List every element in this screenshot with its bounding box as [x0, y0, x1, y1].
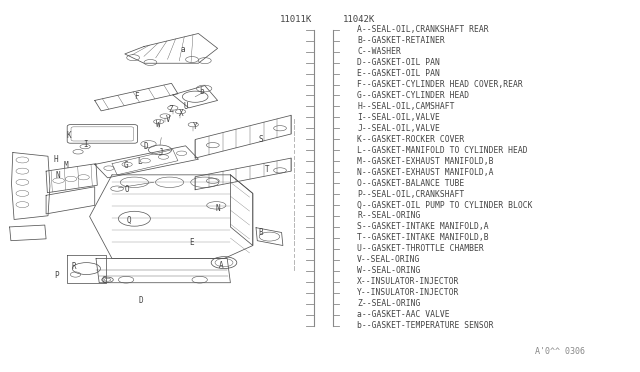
- Text: J--SEAL-OIL,VALVE: J--SEAL-OIL,VALVE: [357, 124, 440, 133]
- Text: R--SEAL-ORING: R--SEAL-ORING: [357, 211, 420, 221]
- Text: L--GASKET-MANIFOLD TO CYLINDER HEAD: L--GASKET-MANIFOLD TO CYLINDER HEAD: [357, 146, 528, 155]
- Text: O--GASKET-BALANCE TUBE: O--GASKET-BALANCE TUBE: [357, 179, 465, 187]
- Text: H: H: [53, 155, 58, 164]
- Text: G: G: [123, 161, 128, 170]
- Text: W--SEAL-ORING: W--SEAL-ORING: [357, 266, 420, 275]
- Text: H--SEAL-OIL,CAMSHAFT: H--SEAL-OIL,CAMSHAFT: [357, 102, 454, 111]
- Text: a: a: [180, 45, 185, 54]
- Text: C--WASHER: C--WASHER: [357, 47, 401, 56]
- Text: 11011K: 11011K: [280, 15, 312, 24]
- Text: E--GASKET-OIL PAN: E--GASKET-OIL PAN: [357, 69, 440, 78]
- Text: D--GASKET-OIL PAN: D--GASKET-OIL PAN: [357, 58, 440, 67]
- Text: Y: Y: [193, 122, 198, 131]
- Text: 11042K: 11042K: [342, 15, 374, 24]
- Text: A--SEAL-OIL,CRANKSHAFT REAR: A--SEAL-OIL,CRANKSHAFT REAR: [357, 25, 489, 34]
- Text: M--GASKET-EXHAUST MANIFOLD,B: M--GASKET-EXHAUST MANIFOLD,B: [357, 157, 493, 166]
- Text: G--GASKET-CYLINDER HEAD: G--GASKET-CYLINDER HEAD: [357, 91, 469, 100]
- Text: V: V: [165, 115, 170, 124]
- Text: B: B: [259, 228, 264, 237]
- Text: A: A: [218, 262, 223, 270]
- Text: K--GASKET-ROCKER COVER: K--GASKET-ROCKER COVER: [357, 135, 465, 144]
- Text: O: O: [124, 185, 129, 194]
- Text: V--SEAL-ORING: V--SEAL-ORING: [357, 255, 420, 264]
- Text: S: S: [259, 135, 264, 144]
- Text: D: D: [138, 296, 143, 305]
- Text: I--SEAL-OIL,VALVE: I--SEAL-OIL,VALVE: [357, 113, 440, 122]
- Text: U--GASKET-THROTTLE CHAMBER: U--GASKET-THROTTLE CHAMBER: [357, 244, 484, 253]
- Text: C: C: [101, 276, 106, 285]
- Text: I: I: [83, 140, 88, 149]
- Text: P: P: [54, 271, 59, 280]
- Text: Q--GASKET-OIL PUMP TO CYLINDER BLOCK: Q--GASKET-OIL PUMP TO CYLINDER BLOCK: [357, 201, 532, 209]
- Text: b: b: [199, 87, 204, 96]
- Text: Y--INSULATOR-INJECTOR: Y--INSULATOR-INJECTOR: [357, 288, 460, 297]
- Text: K: K: [67, 131, 72, 140]
- Text: a--GASKET-AAC VALVE: a--GASKET-AAC VALVE: [357, 310, 450, 319]
- Text: J: J: [159, 148, 164, 157]
- Text: M: M: [63, 161, 68, 170]
- Text: T--GASKET-INTAKE MANIFOLD,B: T--GASKET-INTAKE MANIFOLD,B: [357, 233, 489, 243]
- Text: E: E: [189, 238, 195, 247]
- Text: D: D: [143, 142, 148, 151]
- Text: W: W: [156, 120, 161, 129]
- Text: B--GASKET-RETAINER: B--GASKET-RETAINER: [357, 36, 445, 45]
- Text: T: T: [265, 165, 270, 174]
- Text: Q: Q: [127, 216, 132, 225]
- Text: F--GASKET-CYLINDER HEAD COVER,REAR: F--GASKET-CYLINDER HEAD COVER,REAR: [357, 80, 523, 89]
- Text: R: R: [71, 262, 76, 271]
- Text: Z: Z: [168, 105, 173, 114]
- Text: F: F: [134, 92, 139, 101]
- Text: U: U: [183, 102, 188, 110]
- Text: X: X: [179, 109, 184, 118]
- Text: A'0^^ 0306: A'0^^ 0306: [535, 347, 585, 356]
- Text: P--SEAL-OIL,CRANKSHAFT: P--SEAL-OIL,CRANKSHAFT: [357, 190, 465, 199]
- Text: L: L: [137, 157, 142, 166]
- Text: N: N: [55, 171, 60, 180]
- Text: N: N: [215, 204, 220, 213]
- Text: Z--SEAL-ORING: Z--SEAL-ORING: [357, 299, 420, 308]
- Text: b--GASKET-TEMPERATURE SENSOR: b--GASKET-TEMPERATURE SENSOR: [357, 321, 493, 330]
- Text: X--INSULATOR-INJECTOR: X--INSULATOR-INJECTOR: [357, 277, 460, 286]
- Text: S--GASKET-INTAKE MANIFOLD,A: S--GASKET-INTAKE MANIFOLD,A: [357, 222, 489, 231]
- Text: N--GASKET-EXHAUST MANIFOLD,A: N--GASKET-EXHAUST MANIFOLD,A: [357, 168, 493, 177]
